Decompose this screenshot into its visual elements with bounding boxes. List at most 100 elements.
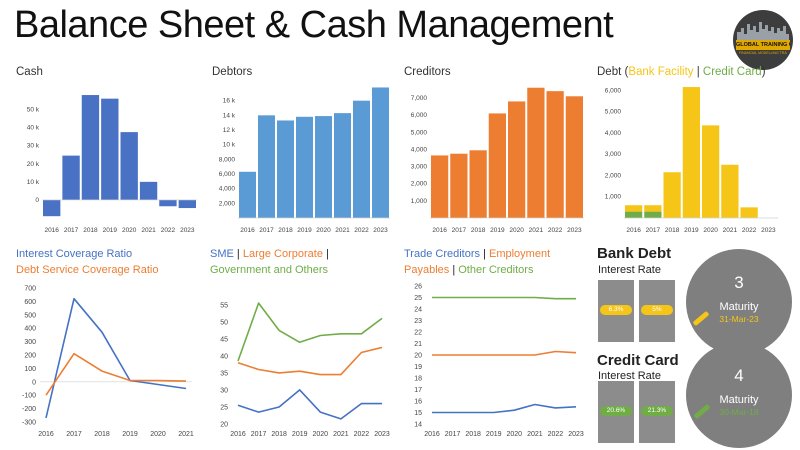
bank-maturity-gauge: 3 Maturity 31-Mar-23 (686, 249, 792, 355)
x-tick-label: 2018 (83, 227, 98, 234)
cash-chart-title: Cash (16, 66, 43, 78)
company-logo: GLOBAL TRAINING CAMP FINANCIAL MODELLING… (733, 10, 793, 70)
bar (450, 153, 468, 218)
y-tick-label: 7,000 (411, 95, 428, 102)
x-tick-label: 2018 (665, 227, 680, 234)
y-tick-label: 3,000 (411, 164, 428, 171)
y-tick-label: 500 (24, 312, 36, 319)
y-tick-label: 2,000 (411, 181, 428, 188)
y-tick-label: 3,000 (605, 151, 622, 158)
y-tick-label: 16 k (223, 98, 236, 105)
y-tick-label: 700 (24, 286, 36, 293)
y-tick-label: 17 (414, 387, 422, 394)
series-line-employment-payables (432, 350, 577, 356)
y-tick-label: 10 k (223, 142, 236, 149)
y-tick-label: 16 (414, 399, 422, 406)
bar (353, 100, 370, 218)
y-tick-label: 26 (414, 284, 422, 291)
y-tick-label: 50 k (27, 107, 40, 114)
bar-bank-facility (702, 125, 720, 218)
x-tick-label: 2017 (259, 227, 274, 234)
y-tick-label: 12 k (223, 127, 236, 134)
sme-sep: | (233, 248, 243, 260)
bar (546, 91, 564, 218)
y-tick-label: -200 (22, 406, 36, 413)
bar (139, 181, 158, 200)
trade-legend: Trade Creditors (404, 248, 481, 260)
x-tick-label: 2019 (490, 227, 505, 234)
y-tick-label: 8,000 (219, 156, 236, 163)
bar (334, 113, 351, 218)
card-rate-box-1: 20.6% (598, 381, 634, 443)
x-tick-label: 2022 (161, 227, 176, 234)
bar (159, 199, 177, 207)
x-tick-label: 2021 (723, 227, 738, 234)
bar-bank-facility (721, 164, 739, 218)
coverage-line-chart: -300 -200 -100 0 100 200 300 400 500 600 700 2016 20… (22, 286, 194, 439)
y-tick-label: 4,000 (411, 146, 428, 153)
card-maturity-label: Maturity (719, 394, 759, 406)
x-tick-label: 2020 (703, 227, 718, 234)
x-tick-label: 2016 (626, 227, 641, 234)
y-tick-label: 30 (220, 387, 228, 394)
x-tick-label: 2018 (278, 227, 293, 234)
y-tick-label: 4,000 (219, 186, 236, 193)
x-tick-label: 2020 (509, 227, 524, 234)
sme-legend: SME (210, 248, 234, 260)
bank-maturity-years: 3 (734, 273, 744, 292)
y-tick-label: 1,000 (411, 198, 428, 205)
series-line-other-creditors (432, 296, 576, 300)
bar (101, 98, 119, 200)
debt-title-card: Credit Card (702, 66, 762, 78)
x-tick-label: 2021 (529, 227, 544, 234)
y-tick-label: 25 (414, 295, 422, 302)
card-rate-box-2: 21.3% (639, 381, 675, 443)
bank-rate-box-2: 5% (639, 280, 675, 342)
bank-rate-box-1: 6.3% (598, 280, 634, 342)
y-tick-label: 0 (32, 379, 36, 386)
debtors-bar-chart: 2,000 4,000 6,000 8,000 10 k 12 k 14 k 16 k 2016… (219, 87, 390, 234)
bar (81, 95, 100, 200)
debtor-mix-title: SME | Large Corporate | Government and O… (210, 246, 390, 278)
x-tick-label: 2019 (122, 431, 138, 438)
x-tick-label: 2021 (178, 431, 194, 438)
x-tick-label: 2022 (548, 227, 563, 234)
card-maturity-gauge: 4 Maturity 30-Mar-18 (686, 342, 792, 448)
debtor-mix-line-chart: 20 25 30 35 40 45 50 55 2016 2017 2018 2019 2020 2021… (220, 302, 390, 438)
debtors-chart-title: Debtors (212, 66, 253, 78)
y-tick-label: -300 (22, 420, 36, 427)
bar (315, 116, 332, 218)
large-sep: | (322, 248, 329, 260)
y-tick-label: 100 (24, 366, 36, 373)
card-rate-1: 20.6% (600, 406, 632, 416)
y-tick-label: 400 (24, 326, 36, 333)
y-tick-label: 18 (414, 376, 422, 383)
page-title: Balance Sheet & Cash Management (14, 4, 614, 46)
x-tick-label: 2017 (66, 431, 82, 438)
y-tick-label: 20 (220, 422, 228, 429)
y-tick-label: 24 (414, 307, 422, 314)
x-tick-label: 2019 (103, 227, 118, 234)
debt-title-prefix: Debt ( (597, 66, 629, 78)
y-tick-label: 21 (414, 341, 422, 348)
x-tick-label: 2020 (312, 431, 328, 438)
bank-maturity-label: Maturity (719, 301, 759, 313)
government-legend: Government and Others (210, 264, 329, 276)
dscr-legend: Debt Service Coverage Ratio (16, 264, 159, 276)
payables-sep: | (449, 264, 459, 276)
debt-title-sep: | (693, 66, 703, 78)
bar (527, 87, 545, 218)
bank-rate-2: 5% (641, 305, 673, 315)
x-tick-label: 2023 (567, 227, 582, 234)
y-tick-label: 19 (414, 364, 422, 371)
y-tick-label: 2,000 (219, 200, 236, 207)
employment-legend: Employment (489, 248, 551, 260)
y-tick-label: 5,000 (411, 129, 428, 136)
debt-chart-title: Debt (Bank Facility | Credit Card) (597, 66, 766, 78)
creditors-bar-chart: 1,000 2,000 3,000 4,000 5,000 6,000 7,000 2016 2… (411, 87, 584, 234)
logo-subtext: FINANCIAL MODELLING TRAINING (739, 51, 787, 55)
x-tick-label: 2022 (354, 227, 369, 234)
y-tick-label: 6,000 (411, 112, 428, 119)
y-tick-label: 35 (220, 370, 228, 377)
bar (488, 113, 506, 218)
